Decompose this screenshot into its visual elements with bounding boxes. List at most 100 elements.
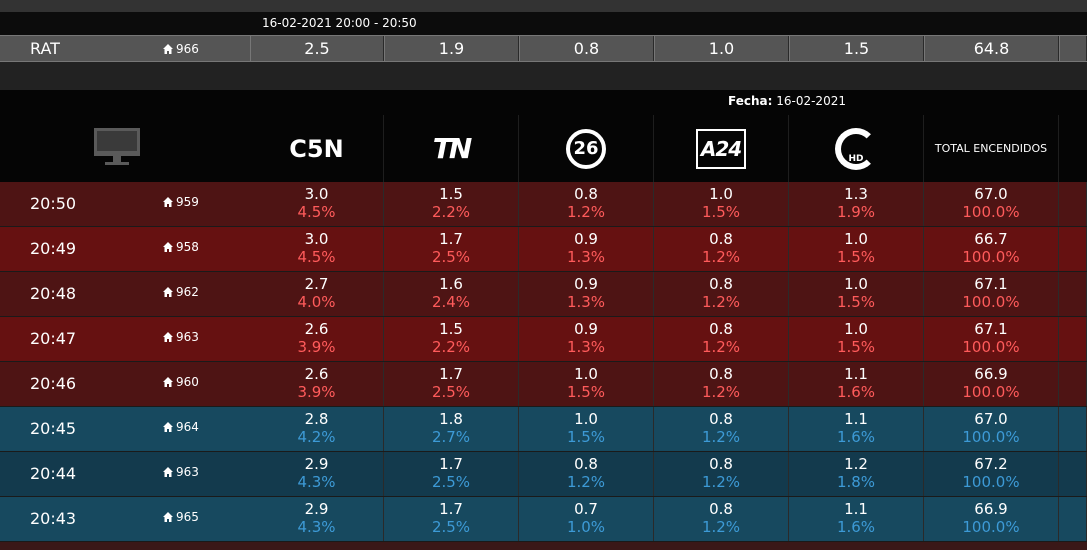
rating: 67.0	[974, 410, 1008, 428]
share: 1.5%	[836, 338, 876, 356]
time: 20:48	[30, 284, 77, 303]
row: 20:46 960 2.6 3.9% 1.7 2.5% 1.0 1.5% 0.8 1.2% 1.1 1…	[0, 362, 1087, 407]
homes-value: 963	[176, 330, 199, 344]
row: 20:43 965 2.9 4.3% 1.7 2.5% 0.7 1.0% 0.8 1.2% 1.1 1…	[0, 497, 1087, 542]
summary-cell: 64.8	[924, 36, 1059, 61]
share: 4.3%	[297, 518, 336, 536]
row: 20:45 964 2.8 4.2% 1.8 2.7% 1.0 1.5% 0.8 1.2% 1.1 1…	[0, 407, 1087, 452]
rating: 1.0	[709, 185, 733, 203]
rating: 0.8	[709, 275, 733, 293]
share: 100.0%	[962, 383, 1020, 401]
value-cell: 67.1 100.0%	[924, 317, 1059, 361]
share: 1.2%	[701, 338, 741, 356]
home-icon	[163, 377, 173, 387]
summary-label: RAT	[30, 39, 60, 58]
value-cell	[1059, 407, 1087, 451]
row: 20:49 958 3.0 4.5% 1.7 2.5% 0.9 1.3% 0.8 1.2% 1.0 1…	[0, 227, 1087, 272]
share: 1.2%	[701, 248, 741, 266]
share: 1.6%	[836, 428, 876, 446]
value-cell: 1.1 1.6%	[789, 497, 924, 541]
value-cell: 67.0 100.0%	[924, 182, 1059, 226]
monitor-icon	[94, 128, 140, 165]
rating: 1.5	[439, 185, 463, 203]
share: 1.2%	[566, 203, 606, 221]
share: 4.2%	[297, 428, 336, 446]
range: 16-02-2021 20:00 - 20:50	[262, 16, 417, 30]
homes-value: 958	[176, 240, 199, 254]
value-cell: 0.8 1.2%	[654, 227, 789, 271]
value-cell: 1.7 2.5%	[384, 227, 519, 271]
rating: 1.1	[844, 365, 868, 383]
share: 3.9%	[297, 383, 336, 401]
rating: 67.2	[974, 455, 1008, 473]
rating: 1.7	[439, 230, 463, 248]
share: 100.0%	[962, 293, 1020, 311]
homes: 960	[163, 375, 199, 389]
value-cell: 2.9 4.3%	[250, 497, 384, 541]
homes-value: 966	[176, 42, 199, 56]
rating: 67.0	[974, 185, 1008, 203]
rating: 1.5	[439, 320, 463, 338]
row: 20:47 963 2.6 3.9% 1.5 2.2% 0.9 1.3% 0.8 1.2% 1.0 1…	[0, 317, 1087, 362]
rating: 66.9	[974, 500, 1008, 518]
homes-value: 960	[176, 375, 199, 389]
share: 1.2%	[701, 518, 741, 536]
share: 2.7%	[431, 428, 471, 446]
rating: 1.7	[439, 500, 463, 518]
share: 2.5%	[431, 518, 471, 536]
value-cell: 3.0 4.5%	[250, 227, 384, 271]
value-cell: 1.2 1.8%	[789, 452, 924, 496]
rating: 1.2	[844, 455, 868, 473]
summary-cell: 1.0	[654, 36, 789, 61]
channel-label: A24	[695, 128, 747, 169]
rating: 1.3	[844, 185, 868, 203]
rating: 2.7	[304, 275, 329, 293]
home-icon	[163, 332, 173, 342]
value-cell: 0.8 1.2%	[654, 452, 789, 496]
home-icon	[163, 242, 173, 252]
share: 100.0%	[962, 473, 1020, 491]
share: 1.0%	[566, 518, 606, 536]
value-cell: 1.0 1.5%	[519, 362, 654, 406]
rating: 0.8	[709, 230, 733, 248]
rating: 1.0	[574, 410, 598, 428]
value-cell: 1.8 2.7%	[384, 407, 519, 451]
channel: TOTAL ENCENDIDOS	[924, 115, 1059, 182]
rating: 3.0	[304, 185, 329, 203]
range-bar: 16-02-2021 20:00 - 20:50	[0, 12, 1087, 35]
share: 1.3%	[566, 293, 606, 311]
value-cell	[1059, 452, 1087, 496]
date: Fecha: 16-02-2021	[728, 94, 846, 108]
value-cell: 2.9 4.3%	[250, 452, 384, 496]
share: 4.5%	[297, 248, 336, 266]
row: 20:50 959 3.0 4.5% 1.5 2.2% 0.8 1.2% 1.0 1.5% 1.3 1…	[0, 182, 1087, 227]
share: 1.9%	[836, 203, 876, 221]
value-cell: 66.9 100.0%	[924, 497, 1059, 541]
rating: 0.8	[574, 455, 598, 473]
homes-value: 965	[176, 510, 199, 524]
share: 1.2%	[701, 473, 741, 491]
share: 4.0%	[297, 293, 336, 311]
value-cell	[1059, 272, 1087, 316]
channel: 26	[519, 115, 654, 182]
rating: 2.6	[304, 365, 329, 383]
rating: 1.6	[439, 275, 463, 293]
value-cell: 1.5 2.2%	[384, 182, 519, 226]
rating: 0.8	[709, 365, 733, 383]
rating: 0.7	[574, 500, 598, 518]
value-cell	[1059, 362, 1087, 406]
rating: 0.8	[709, 455, 733, 473]
share: 4.5%	[297, 203, 336, 221]
value-cell: 0.9 1.3%	[519, 272, 654, 316]
rating: 2.6	[304, 320, 329, 338]
value-cell: 0.8 1.2%	[654, 497, 789, 541]
summary-cell: 2.5	[250, 36, 384, 61]
value-cell: 67.2 100.0%	[924, 452, 1059, 496]
value-cell: 0.8 1.2%	[519, 182, 654, 226]
rating: 0.9	[574, 275, 598, 293]
share: 2.4%	[431, 293, 471, 311]
homes: 966	[163, 42, 199, 56]
summary-cell	[1059, 36, 1087, 61]
share: 2.2%	[431, 203, 471, 221]
row: 20:44 963 2.9 4.3% 1.7 2.5% 0.8 1.2% 0.8 1.2% 1.2 1…	[0, 452, 1087, 497]
